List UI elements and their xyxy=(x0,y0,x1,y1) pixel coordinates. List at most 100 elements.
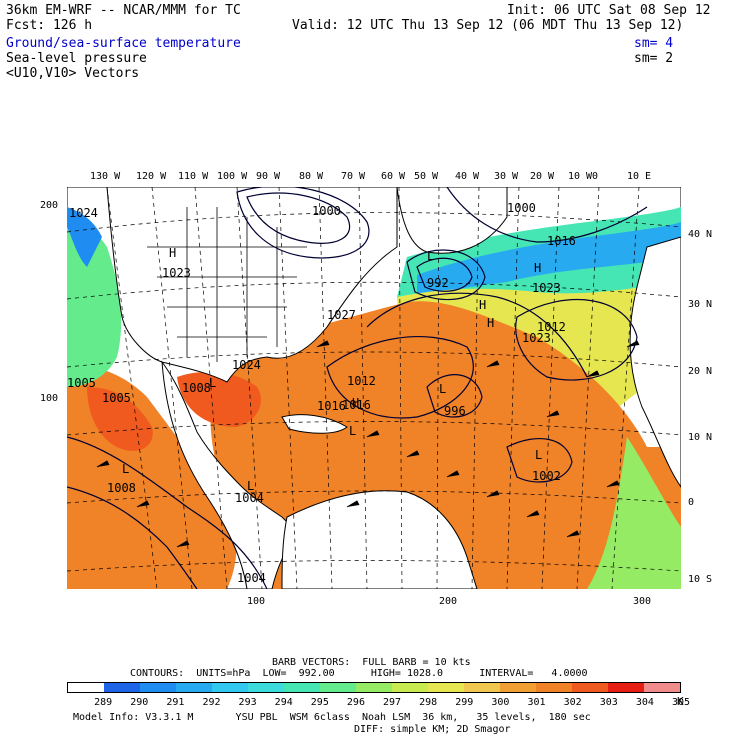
lon-label: 50 W xyxy=(414,171,439,182)
colorbar-tick-label: 301 xyxy=(527,697,546,708)
colorbar-swatch xyxy=(536,683,572,692)
lon-label: 120 W xyxy=(136,171,167,182)
isobar-label: 996 xyxy=(444,404,466,418)
colorbar-swatch xyxy=(644,683,680,692)
colorbar-swatch xyxy=(608,683,644,692)
africa-land xyxy=(629,236,681,488)
isobar-label: 1016 xyxy=(342,398,371,412)
colorbar-swatch xyxy=(140,683,176,692)
isobar-label: 1024 xyxy=(69,206,98,220)
isobar-label: 1008 xyxy=(182,381,211,395)
high-pressure-marker: H xyxy=(534,261,542,275)
sst-colorbar xyxy=(67,682,681,693)
forecast-hour: Fcst: 126 h xyxy=(6,18,93,33)
isobar-label: 1000 xyxy=(312,204,341,218)
south-america-land xyxy=(281,490,478,589)
colorbar-tick-label: 296 xyxy=(346,697,365,708)
low-pressure-marker: L xyxy=(427,249,435,263)
north-america-land xyxy=(106,187,398,383)
lat-label: 20 N xyxy=(688,366,713,377)
greenland-land xyxy=(396,187,508,254)
isobar-label: 1016 xyxy=(317,399,346,413)
colorbar-tick-label: 291 xyxy=(166,697,185,708)
lon-label: 40 W xyxy=(455,171,480,182)
lon-label: 10 W xyxy=(568,171,593,182)
isobar-label: 1004 xyxy=(235,491,264,505)
cuba-land xyxy=(281,414,348,434)
colorbar-tick-label: 294 xyxy=(274,697,293,708)
colorbar-swatch xyxy=(428,683,464,692)
colorbar-swatch xyxy=(572,683,608,692)
isobar-label: 1027 xyxy=(327,308,356,322)
field-slp-smooth: sm= 2 xyxy=(634,51,674,66)
high-pressure-marker: H xyxy=(487,316,495,330)
lon-label: 0 xyxy=(592,171,599,182)
lat-lon-grid xyxy=(67,187,681,589)
high-pressure-marker: H xyxy=(169,246,177,260)
colorbar-swatch xyxy=(68,683,104,692)
colorbar-tick-label: 298 xyxy=(419,697,438,708)
lon-label: 70 W xyxy=(341,171,366,182)
map-canvas xyxy=(67,187,681,589)
colorbar-tick-label: 295 xyxy=(310,697,329,708)
colorbar-swatch xyxy=(356,683,392,692)
colorbar-swatch xyxy=(500,683,536,692)
field-sst-smooth: sm= 4 xyxy=(634,36,674,51)
isobar-label: 1004 xyxy=(237,571,266,585)
colorbar-swatch xyxy=(104,683,140,692)
isobar-label: 1023 xyxy=(522,331,551,345)
lon-label: 30 W xyxy=(494,171,519,182)
colorbar-unit: K xyxy=(677,695,684,708)
low-pressure-marker: L xyxy=(209,376,217,390)
diffusion-info: DIFF: simple KM; 2D Smagor xyxy=(354,724,511,735)
isobar-label: 1024 xyxy=(232,358,261,372)
lat-label: 10 S xyxy=(688,574,713,585)
low-pressure-marker: L xyxy=(247,479,255,493)
colorbar-tick-label: 293 xyxy=(238,697,257,708)
isobar-label: 1005 xyxy=(67,376,96,390)
colorbar-tick-label: 292 xyxy=(202,697,221,708)
sst-pacific-hot-core xyxy=(87,387,153,451)
sst-gulf-of-mexico xyxy=(177,371,261,427)
lat-label: 10 N xyxy=(688,432,713,443)
political-boundaries xyxy=(147,207,307,362)
grid-x-label-100: 100 xyxy=(247,596,266,607)
colorbar-tick-label: 297 xyxy=(383,697,402,708)
colorbar-tick-label: 303 xyxy=(599,697,618,708)
barb-legend: BARB VECTORS: FULL BARB = 10 kts xyxy=(272,657,471,668)
lon-label: 110 W xyxy=(178,171,209,182)
sst-cold-north-atlantic xyxy=(417,222,681,297)
low-pressure-marker: L xyxy=(349,424,357,438)
isobar-label: 1000 xyxy=(507,201,536,215)
contour-legend: CONTOURS: UNITS=hPa LOW= 992.00 HIGH= 10… xyxy=(130,668,588,679)
grid-y-label-100: 100 xyxy=(40,393,59,404)
colorbar-tick-label: 299 xyxy=(455,697,474,708)
isobar-label: 1023 xyxy=(532,281,561,295)
colorbar-tick-label: 305 xyxy=(671,697,691,708)
isobar-label: 1016 xyxy=(547,234,576,248)
colorbar-tick-label: 304 xyxy=(635,697,654,708)
model-info: Model Info: V3.3.1 M YSU PBL WSM 6class … xyxy=(73,712,591,723)
colorbar-swatch xyxy=(284,683,320,692)
lon-label: 10 E xyxy=(627,171,652,182)
field-wind-label: <U10,V10> Vectors xyxy=(6,66,140,81)
colorbar-tick-label: 302 xyxy=(563,697,582,708)
colorbar-swatch xyxy=(212,683,248,692)
lat-label: 0 xyxy=(688,497,695,508)
field-slp-label: Sea-level pressure xyxy=(6,51,147,66)
init-time: Init: 06 UTC Sat 08 Sep 12 xyxy=(507,3,711,18)
isobar-label: 1005 xyxy=(102,391,131,405)
isobar-label: 992 xyxy=(427,276,449,290)
grid-y-label-200: 200 xyxy=(40,200,59,211)
colorbar-tick-label: 300 xyxy=(491,697,510,708)
low-pressure-marker: L xyxy=(122,462,130,476)
high-pressure-marker: H xyxy=(352,396,360,410)
sst-gulf-of-guinea xyxy=(587,437,681,589)
colorbar-tick-label: 289 xyxy=(94,697,113,708)
lon-label: 130 W xyxy=(90,171,121,182)
colorbar-swatch xyxy=(248,683,284,692)
lat-label: 30 N xyxy=(688,299,713,310)
isobar-label: 1012 xyxy=(537,320,566,334)
lon-label: 60 W xyxy=(381,171,406,182)
valid-time: Valid: 12 UTC Thu 13 Sep 12 (06 MDT Thu … xyxy=(292,18,684,33)
